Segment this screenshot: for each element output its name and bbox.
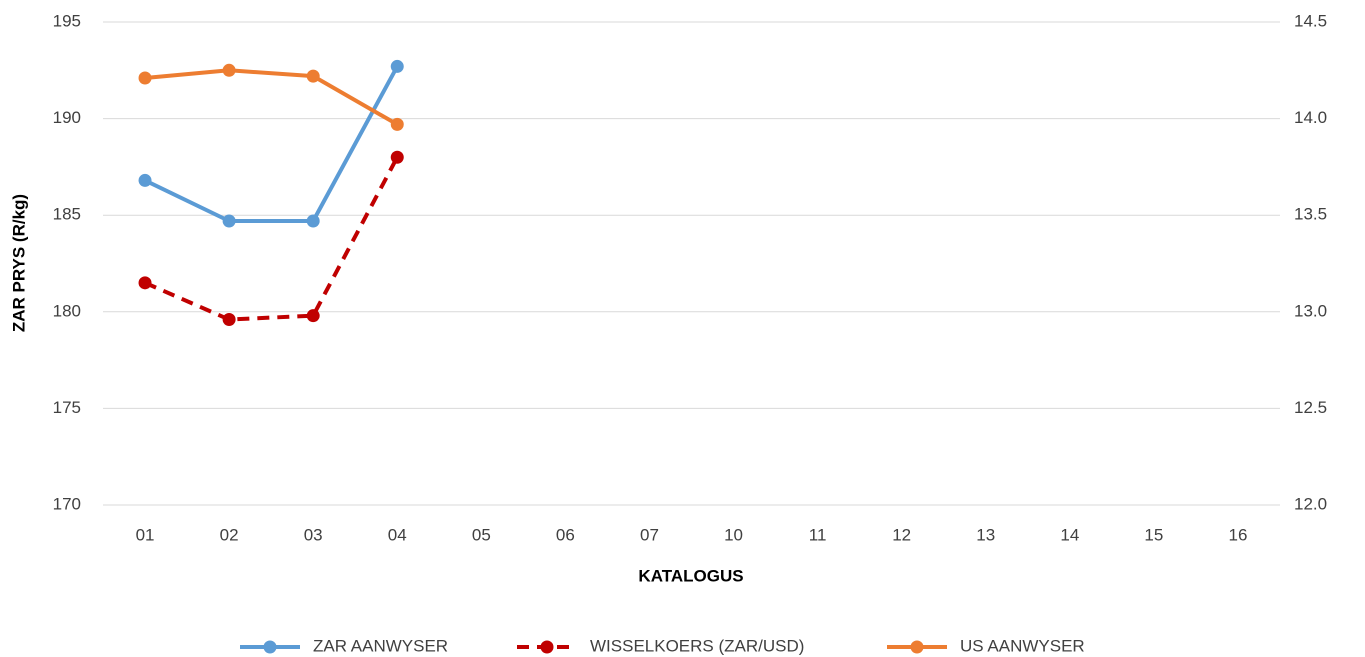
legend-marker	[263, 640, 277, 654]
y2-tick-label: 12.0	[1294, 494, 1327, 513]
x-axis-title: KATALOGUS	[638, 566, 743, 585]
x-tick-label: 12	[892, 525, 911, 544]
legend-label: ZAR AANWYSER	[313, 636, 448, 655]
y2-tick-label: 14.5	[1294, 11, 1327, 30]
x-tick-label: 14	[1060, 525, 1079, 544]
x-tick-label: 11	[809, 525, 827, 544]
x-tick-label: 03	[304, 525, 323, 544]
y2-tick-label: 14.0	[1294, 108, 1327, 127]
point-marker	[306, 214, 320, 228]
point-marker	[390, 59, 404, 73]
y2-tick-label: 13.5	[1294, 205, 1327, 224]
y2-tick-label: 13.0	[1294, 301, 1327, 320]
point-marker	[138, 276, 152, 290]
x-tick-label: 05	[472, 525, 491, 544]
x-tick-label: 01	[136, 525, 155, 544]
point-marker	[222, 214, 236, 228]
x-tick-label: 04	[388, 525, 407, 544]
x-tick-label: 06	[556, 525, 575, 544]
legend-label: US AANWYSER	[960, 636, 1085, 655]
x-tick-label: 16	[1229, 525, 1248, 544]
y2-tick-label: 12.5	[1294, 398, 1327, 417]
x-tick-label: 02	[220, 525, 239, 544]
x-tick-label: 07	[640, 525, 659, 544]
x-tick-label: 15	[1144, 525, 1163, 544]
point-marker	[138, 173, 152, 187]
legend-marker	[910, 640, 924, 654]
y-tick-label: 195	[53, 11, 81, 30]
legend-label: WISSELKOERS (ZAR/USD)	[590, 636, 804, 655]
x-tick-label: 10	[724, 525, 743, 544]
point-marker	[306, 69, 320, 83]
series-line	[144, 156, 400, 322]
y-tick-label: 190	[53, 108, 81, 127]
point-marker	[390, 150, 404, 164]
series-line	[144, 68, 399, 127]
series-line	[144, 65, 400, 223]
point-marker	[138, 71, 152, 85]
point-marker	[306, 309, 320, 323]
point-marker	[222, 313, 236, 327]
y-tick-label: 170	[53, 494, 81, 513]
y-tick-label: 185	[53, 205, 81, 224]
point-marker	[222, 63, 236, 77]
legend-marker	[540, 640, 554, 654]
y-tick-label: 175	[53, 398, 81, 417]
y-axis-title: ZAR PRYS (R/kg)	[9, 194, 28, 332]
x-tick-label: 13	[976, 525, 995, 544]
point-marker	[390, 117, 404, 131]
y-tick-label: 180	[53, 301, 81, 320]
